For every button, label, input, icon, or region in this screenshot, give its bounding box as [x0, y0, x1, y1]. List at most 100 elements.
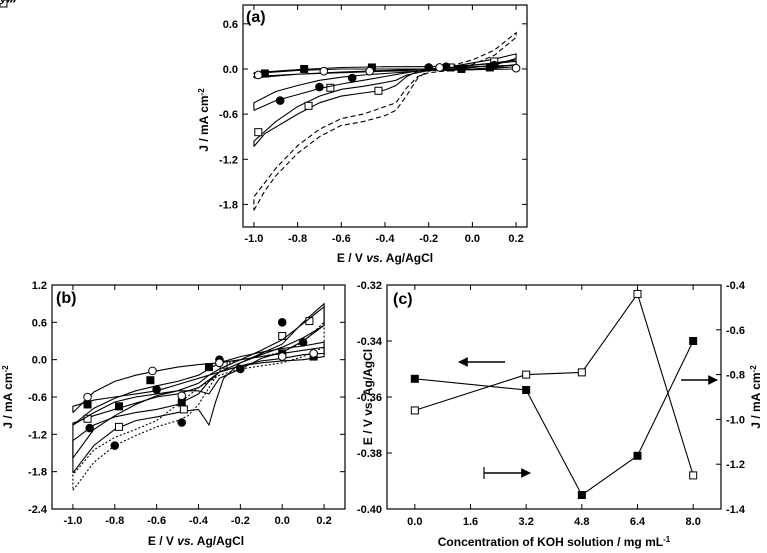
data-point-5: [319, 66, 329, 76]
panel-c-ylabel-right: J / mA cm-2: [749, 365, 764, 429]
data-point-5: [177, 391, 187, 401]
x-tick-label: 0.0: [275, 515, 290, 527]
data-point-2: [146, 376, 155, 385]
data-point-2: [204, 363, 213, 372]
cv-curve-3: [253, 53, 517, 147]
legend-marker: [0, 0, 8, 8]
y-tick-label: 0.6: [32, 317, 47, 329]
data-point-right: [633, 289, 642, 298]
data-point-5: [435, 63, 444, 72]
y-tick-label-left: -0.32: [357, 280, 382, 292]
y-tick-label-left: -0.38: [357, 448, 382, 460]
legend-label: (iii): [0, 0, 17, 3]
legend-label: (iv): [0, 0, 17, 3]
cv-curve-1: [253, 31, 517, 211]
panel-b-series-group: [72, 302, 325, 491]
data-point-4: [275, 96, 285, 105]
y-tick-label: 0.0: [32, 355, 47, 367]
x-tick-label: 4.8: [574, 516, 589, 528]
legend-label: (v): [0, 0, 14, 3]
data-point-right: [689, 471, 698, 480]
y-tick-label: -0.6: [219, 109, 238, 121]
data-point-4: [347, 73, 357, 83]
y-tick-label: 1.2: [32, 280, 47, 292]
data-point-right: [577, 368, 586, 377]
y-tick-label: 0.6: [223, 19, 238, 31]
legend-marker: [0, 0, 5, 5]
data-point-5: [253, 70, 263, 80]
x-tick-label: -0.4: [376, 233, 396, 245]
data-point-2: [114, 402, 123, 411]
x-tick-label: 0.0: [407, 516, 422, 528]
x-tick-label: -0.8: [105, 515, 124, 527]
data-point-4: [110, 441, 120, 450]
panel-a-xlabel: E / V vs. Ag/AgCl: [337, 251, 433, 265]
data-point-4: [315, 82, 324, 92]
panel-a-axis-ticks: -1.0 -0.8 -0.6 -0.4 -0.2 0.0 0.2 0.6 0.0 -0.6 -1.2…: [219, 5, 527, 245]
data-point-2: [300, 64, 309, 73]
data-point-left: [689, 337, 698, 345]
data-point-3: [114, 422, 123, 431]
panel-a-series-group: [253, 31, 521, 211]
y-tick-label-right: -0.6: [726, 325, 745, 337]
data-point-4: [177, 418, 187, 427]
data-point-3: [179, 405, 188, 414]
x-tick-label: -1.0: [244, 233, 263, 245]
data-point-5: [277, 352, 287, 361]
panel-c-xlabel: Concentration of KOH solution / mg mL-1: [438, 535, 671, 550]
panel-b-chart: (b) E / V vs. Ag/AgCl J / mA cm-2 -1.0 -0…: [0, 0, 346, 548]
panel-b-xlabel: E / V vs. Ag/AgCl: [148, 534, 244, 548]
panel-a-ylabel: J / mA cm-2: [197, 88, 212, 152]
x-tick-label: 0.2: [508, 233, 523, 245]
cv-curve-4: [72, 305, 325, 459]
x-tick-label: 8.0: [686, 516, 701, 528]
data-point-4: [85, 423, 94, 433]
series-line-right: [414, 292, 694, 476]
data-point-3: [374, 86, 383, 95]
series-line-left: [414, 340, 694, 496]
panel-a-label: (a): [246, 9, 266, 26]
y-tick-label-right: -1.4: [726, 504, 746, 516]
panel-c-axis-ticks: 0.0 1.6 3.2 4.8 6.4 8.0 -0.32 -0.34 -0.36 -0.38 -0…: [357, 280, 746, 528]
x-tick-label: 3.2: [519, 516, 534, 528]
cv-curve-3: [72, 302, 325, 474]
data-point-left: [522, 386, 531, 394]
y-tick-label-right: -0.4: [726, 280, 746, 292]
data-point-left: [633, 451, 642, 460]
x-tick-label: -0.8: [288, 233, 307, 245]
data-point-5: [309, 349, 318, 358]
y-tick-label: -1.8: [219, 199, 238, 211]
x-tick-label: 1.6: [463, 516, 478, 528]
x-tick-label: 6.4: [630, 516, 646, 528]
data-point-5: [511, 63, 521, 73]
panel-c-ylabel-left: E / V vs. Ag/AgCl: [361, 349, 375, 445]
data-point-5: [365, 66, 375, 76]
y-tick-label-left: -0.36: [357, 392, 382, 404]
data-point-3: [254, 128, 263, 137]
panel-a-chart: (a) E / V vs. Ag/AgCl J / mA cm-2 -1.0 -0…: [0, 0, 528, 265]
panel-c-frame: [386, 284, 722, 510]
y-tick-label: -0.6: [28, 392, 47, 404]
panel-b-frame: [51, 284, 346, 510]
panel-c-series-group: [410, 289, 698, 499]
panel-b-axis-ticks: -1.0 -0.8 -0.6 -0.4 -0.2 0.0 0.2 1.2 0.6 0.0 -0.6 -…: [28, 280, 345, 527]
y-tick-label-right: -1.2: [726, 459, 745, 471]
panel-b-label: (b): [56, 290, 76, 307]
panel-c-label: (c): [393, 291, 413, 308]
data-point-4: [489, 60, 499, 70]
legend-label: (iii): [0, 0, 17, 3]
data-point-4: [298, 337, 308, 347]
y-tick-label: -1.2: [219, 154, 238, 166]
x-tick-label: -0.2: [419, 233, 438, 245]
data-point-left: [410, 374, 419, 383]
x-tick-label: 0.0: [465, 233, 480, 245]
y-tick-label: -1.8: [28, 467, 47, 479]
y-tick-label-left: -0.34: [357, 336, 383, 348]
y-tick-label: 0.0: [223, 64, 238, 76]
x-tick-label: -0.6: [332, 233, 351, 245]
x-tick-label: -0.2: [231, 515, 250, 527]
x-tick-label: -1.0: [63, 515, 82, 527]
data-point-5: [83, 392, 92, 402]
y-tick-label-right: -1.0: [726, 414, 745, 426]
